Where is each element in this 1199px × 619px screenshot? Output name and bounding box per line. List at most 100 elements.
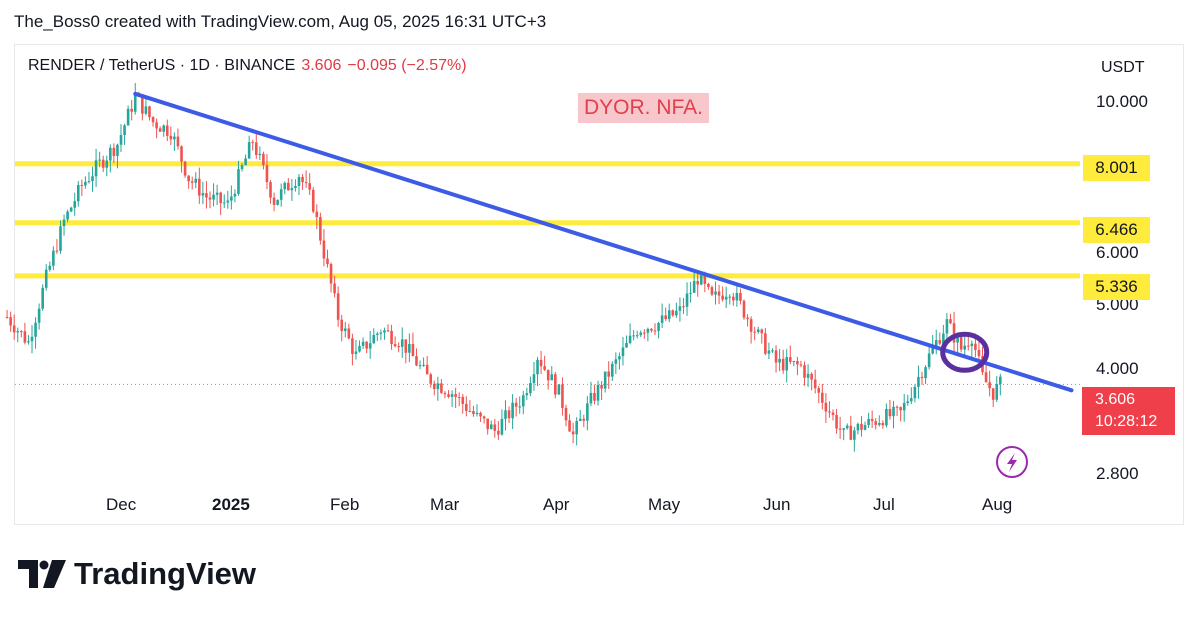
candle-up (521, 395, 525, 407)
x-tick-label: Feb (330, 495, 360, 514)
candle-down (749, 319, 753, 332)
level-tag-5336: 5.336 (1083, 274, 1150, 300)
candle-down (432, 383, 436, 390)
candle-up (902, 403, 906, 411)
candle-down (671, 310, 675, 316)
currency-label[interactable]: USDT (1101, 59, 1145, 76)
candle-down (205, 193, 208, 198)
candle-down (607, 371, 611, 377)
x-tick-label: Dec (106, 495, 137, 514)
candle-down (977, 349, 981, 357)
candle-down (468, 410, 472, 412)
candle-down (386, 330, 390, 332)
candle-down (514, 402, 518, 407)
candle-down (404, 339, 408, 353)
candle-down (952, 323, 956, 343)
candle-down (251, 142, 255, 144)
chart-area[interactable] (14, 44, 1184, 525)
candle-up (995, 384, 999, 400)
candle-up (942, 333, 945, 344)
x-tick-label: May (648, 495, 681, 514)
candle-up (240, 165, 244, 170)
candle-down (507, 410, 511, 419)
candle-up (116, 144, 119, 156)
candle-up (276, 199, 279, 205)
candle-up (625, 342, 628, 348)
candle-up (422, 364, 425, 366)
lightning-icon-bolt (1007, 453, 1017, 472)
candle-up (635, 335, 639, 337)
candle-down (760, 329, 764, 334)
candle-down (322, 240, 326, 259)
y-tick-label: 2.800 (1096, 464, 1139, 483)
candle-down (301, 176, 304, 183)
candle-down (141, 96, 144, 114)
candle-up (845, 425, 849, 429)
candle-down (304, 182, 308, 184)
dyor-note: DYOR. NFA. (578, 93, 710, 123)
candle-up (233, 193, 237, 197)
candle-up (724, 296, 728, 300)
candle-up (500, 418, 504, 435)
candle-down (764, 333, 767, 354)
candle-down (443, 392, 447, 395)
candle-down (746, 317, 749, 320)
candle-up (856, 423, 860, 431)
candle-up (945, 319, 949, 334)
candle-up (910, 398, 913, 402)
candle-up (283, 182, 287, 190)
candle-up (806, 373, 810, 378)
candle-down (810, 373, 813, 380)
candle-up (917, 376, 920, 387)
candle-up (657, 322, 660, 331)
candle-down (817, 388, 821, 393)
candle-down (130, 108, 133, 112)
candle-up (297, 176, 301, 186)
candle-down (721, 295, 724, 300)
candle-up (963, 345, 967, 350)
candle-down (650, 328, 653, 331)
candle-up (354, 351, 358, 354)
candle-down (155, 122, 158, 129)
candle-down (849, 425, 853, 440)
candle-up (343, 328, 347, 332)
candle-down (482, 416, 486, 419)
candle-up (44, 269, 48, 288)
candle-up (361, 341, 365, 346)
candle-down (457, 396, 461, 398)
candle-up (290, 188, 294, 191)
candle-up (639, 332, 643, 336)
candle-down (415, 356, 418, 366)
candle-up (771, 350, 774, 352)
candle-up (222, 202, 226, 204)
last-price-tag: 3.606 10:28:12 (1082, 387, 1175, 435)
candle-down (447, 394, 450, 397)
candle-up (173, 136, 176, 140)
candle-up (436, 383, 440, 390)
x-tick-label: Jun (763, 495, 791, 514)
y-tick-label: 10.000 (1096, 92, 1148, 111)
candle-down (799, 364, 803, 366)
candle-up (98, 159, 101, 161)
candle-down (425, 364, 429, 375)
candle-up (621, 347, 625, 357)
symbol-legend[interactable]: RENDER / TetherUS · 1D · BINANCE 3.606 −0.… (28, 57, 467, 75)
level-tag-6466: 6.466 (1083, 217, 1150, 243)
candle-down (319, 217, 322, 241)
candle-down (888, 408, 892, 417)
candle-down (308, 183, 311, 190)
candle-down (959, 337, 963, 350)
candle-up (66, 211, 69, 220)
candle-down (571, 431, 575, 435)
candle-up (525, 393, 529, 396)
candle-up (379, 332, 383, 334)
candle-up (418, 365, 422, 367)
candle-down (703, 275, 707, 284)
tradingview-logo[interactable]: TradingView (18, 556, 256, 592)
candle-up (87, 181, 91, 183)
candle-up (62, 219, 66, 227)
candle-down (440, 383, 443, 393)
candle-up (258, 153, 262, 156)
candle-up (714, 291, 717, 295)
